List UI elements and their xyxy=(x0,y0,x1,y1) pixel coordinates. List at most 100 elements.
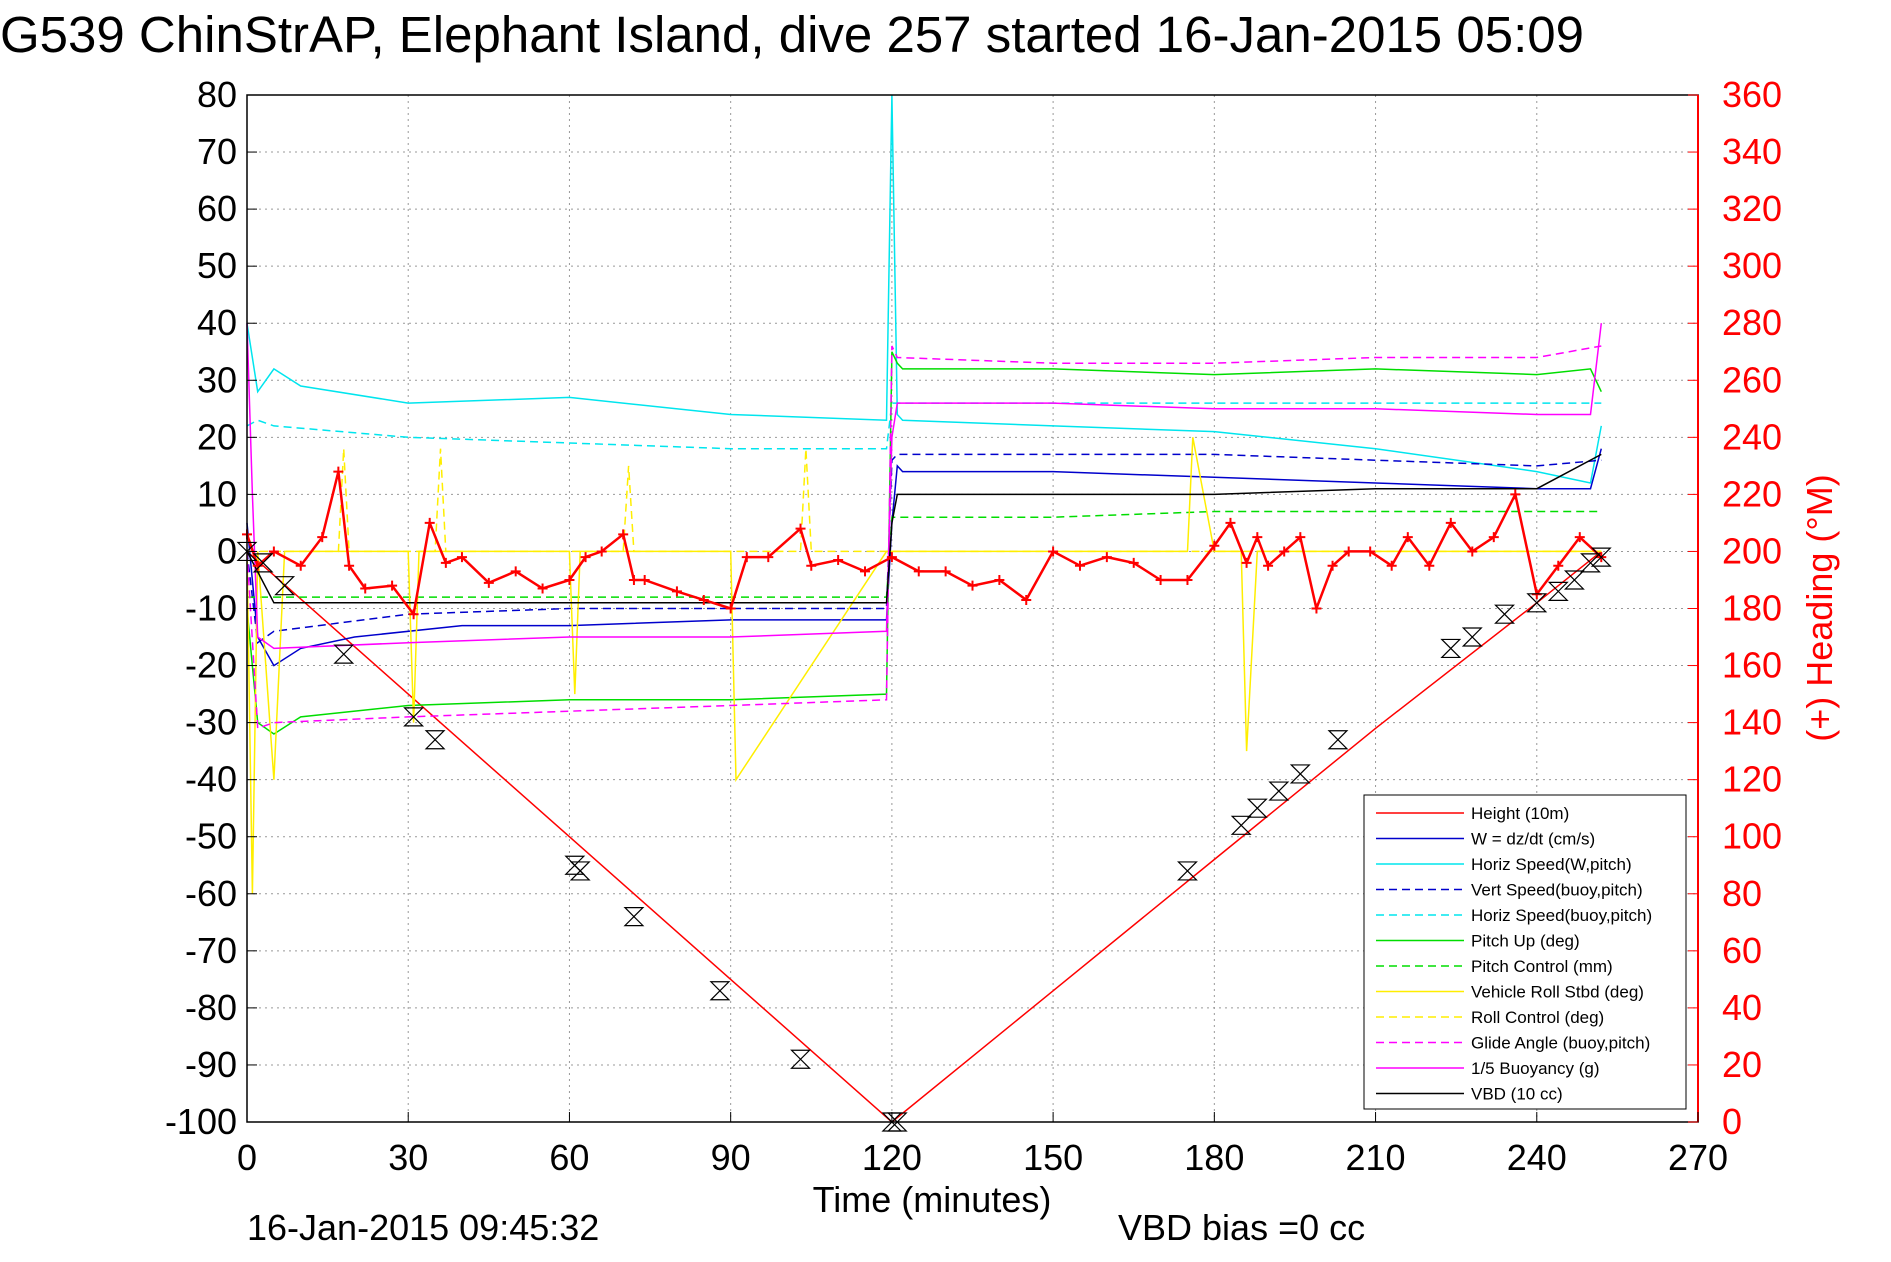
legend-box xyxy=(1363,794,1687,1110)
heading-point xyxy=(967,580,978,591)
right-tick-label: 300 xyxy=(1722,245,1782,286)
depth-marker xyxy=(1268,781,1290,801)
heading-point xyxy=(1155,574,1166,585)
depth-marker xyxy=(333,644,355,664)
x-axis-ticks: 0 30 60 90 120 150 180 210 240 270 xyxy=(237,1112,1728,1178)
series-line-6 xyxy=(247,510,1602,598)
left-tick-label: -70 xyxy=(185,930,237,971)
depth-marker xyxy=(623,907,645,927)
depth-marker xyxy=(1461,627,1483,647)
legend-label-5: Pitch Up (deg) xyxy=(1471,932,1580,951)
left-tick-label: 30 xyxy=(197,359,237,400)
series-line-9 xyxy=(246,345,1602,730)
heading-point xyxy=(456,552,467,563)
heading-point xyxy=(1488,532,1499,543)
legend-label-8: Roll Control (deg) xyxy=(1471,1008,1604,1027)
legend-label-2: Horiz Speed(W,pitch) xyxy=(1471,855,1632,874)
heading-point xyxy=(1241,557,1252,568)
left-tick-label: 40 xyxy=(197,302,237,343)
right-tick-label: 40 xyxy=(1722,987,1762,1028)
depth-marker xyxy=(424,730,446,750)
heading-point xyxy=(1252,532,1263,543)
depth-marker xyxy=(1547,581,1569,601)
left-tick-label: -100 xyxy=(165,1101,237,1142)
left-tick-label: -10 xyxy=(185,588,237,629)
heading-point xyxy=(268,546,279,557)
heading-point xyxy=(333,466,344,477)
heading-point xyxy=(1311,603,1322,614)
right-tick-label: 360 xyxy=(1722,74,1782,115)
heading-point xyxy=(1327,560,1338,571)
heading-point xyxy=(913,566,924,577)
heading-point xyxy=(537,583,548,594)
legend-label-11: VBD (10 cc) xyxy=(1471,1085,1563,1104)
heading-point xyxy=(1343,546,1354,557)
heading-point xyxy=(698,594,709,605)
series-line-0 xyxy=(246,550,1602,1123)
heading-point xyxy=(344,560,355,571)
heading-point xyxy=(1553,560,1564,571)
left-tick-label: 20 xyxy=(197,416,237,457)
depth-marker xyxy=(1494,604,1515,624)
heading-point xyxy=(671,586,682,597)
heading-point xyxy=(1048,546,1059,557)
left-tick-label: -50 xyxy=(185,816,237,857)
heading-point xyxy=(1402,532,1413,543)
legend-entries: Height (10m) W = dz/dt (cm/s) Horiz Speed(… xyxy=(1376,804,1652,1104)
heading-point xyxy=(886,552,897,563)
heading-point xyxy=(1209,540,1220,551)
left-tick-label: -80 xyxy=(185,987,237,1028)
right-tick-label: 60 xyxy=(1722,930,1762,971)
depth-marker xyxy=(252,553,274,573)
right-tick-label: 240 xyxy=(1722,416,1782,457)
heading-point xyxy=(1263,560,1274,571)
legend-label-0: Height (10m) xyxy=(1471,804,1569,823)
right-tick-label: 200 xyxy=(1722,530,1782,571)
heading-point xyxy=(1021,594,1032,605)
heading-point xyxy=(994,574,1005,585)
left-tick-label: 80 xyxy=(197,74,237,115)
legend-label-9: Glide Angle (buoy,pitch) xyxy=(1471,1034,1650,1053)
x-tick-label: 150 xyxy=(1023,1137,1083,1178)
legend: Height (10m) W = dz/dt (cm/s) Horiz Speed(… xyxy=(1363,794,1687,1110)
depth-marker xyxy=(236,541,258,562)
heading-point xyxy=(833,555,844,566)
right-tick-label: 0 xyxy=(1722,1101,1742,1142)
series-line-11 xyxy=(246,453,1602,604)
series-line-8 xyxy=(247,448,1602,553)
depth-marker xyxy=(569,861,591,881)
depth-marker xyxy=(886,1112,908,1132)
heading-point xyxy=(940,566,951,577)
depth-marker xyxy=(1289,764,1311,784)
chart-title: G539 ChinStrAP, Elephant Island, dive 25… xyxy=(0,6,1584,63)
heading-point xyxy=(1424,560,1435,571)
depth-marker xyxy=(1526,593,1548,613)
depth-marker xyxy=(274,576,296,596)
legend-label-3: Vert Speed(buoy,pitch) xyxy=(1471,881,1643,900)
heading-point xyxy=(1279,546,1290,557)
heading-point xyxy=(1128,557,1139,568)
heading-point xyxy=(483,577,494,588)
heading-point xyxy=(596,546,607,557)
left-tick-label: -60 xyxy=(185,873,237,914)
right-axis-label: (+) Heading (°M) xyxy=(1799,474,1840,741)
left-tick-label: 10 xyxy=(197,473,237,514)
legend-label-1: W = dz/dt (cm/s) xyxy=(1471,830,1595,849)
heading-point xyxy=(295,560,306,571)
x-tick-label: 0 xyxy=(237,1137,257,1178)
right-tick-label: 160 xyxy=(1722,645,1782,686)
heading-point xyxy=(1386,560,1397,571)
footer-timestamp: 16-Jan-2015 09:45:32 xyxy=(247,1207,599,1248)
depth-marker xyxy=(790,1049,811,1069)
heading-point xyxy=(1101,552,1112,563)
heading-point xyxy=(1445,517,1456,528)
right-tick-label: 20 xyxy=(1722,1044,1762,1085)
left-tick-label: 0 xyxy=(217,530,237,571)
right-tick-label: 100 xyxy=(1722,816,1782,857)
right-tick-label: 80 xyxy=(1722,873,1762,914)
heading-point xyxy=(424,517,435,528)
x-tick-label: 270 xyxy=(1668,1137,1728,1178)
series-lines xyxy=(246,94,1603,1123)
heading-point xyxy=(860,566,871,577)
